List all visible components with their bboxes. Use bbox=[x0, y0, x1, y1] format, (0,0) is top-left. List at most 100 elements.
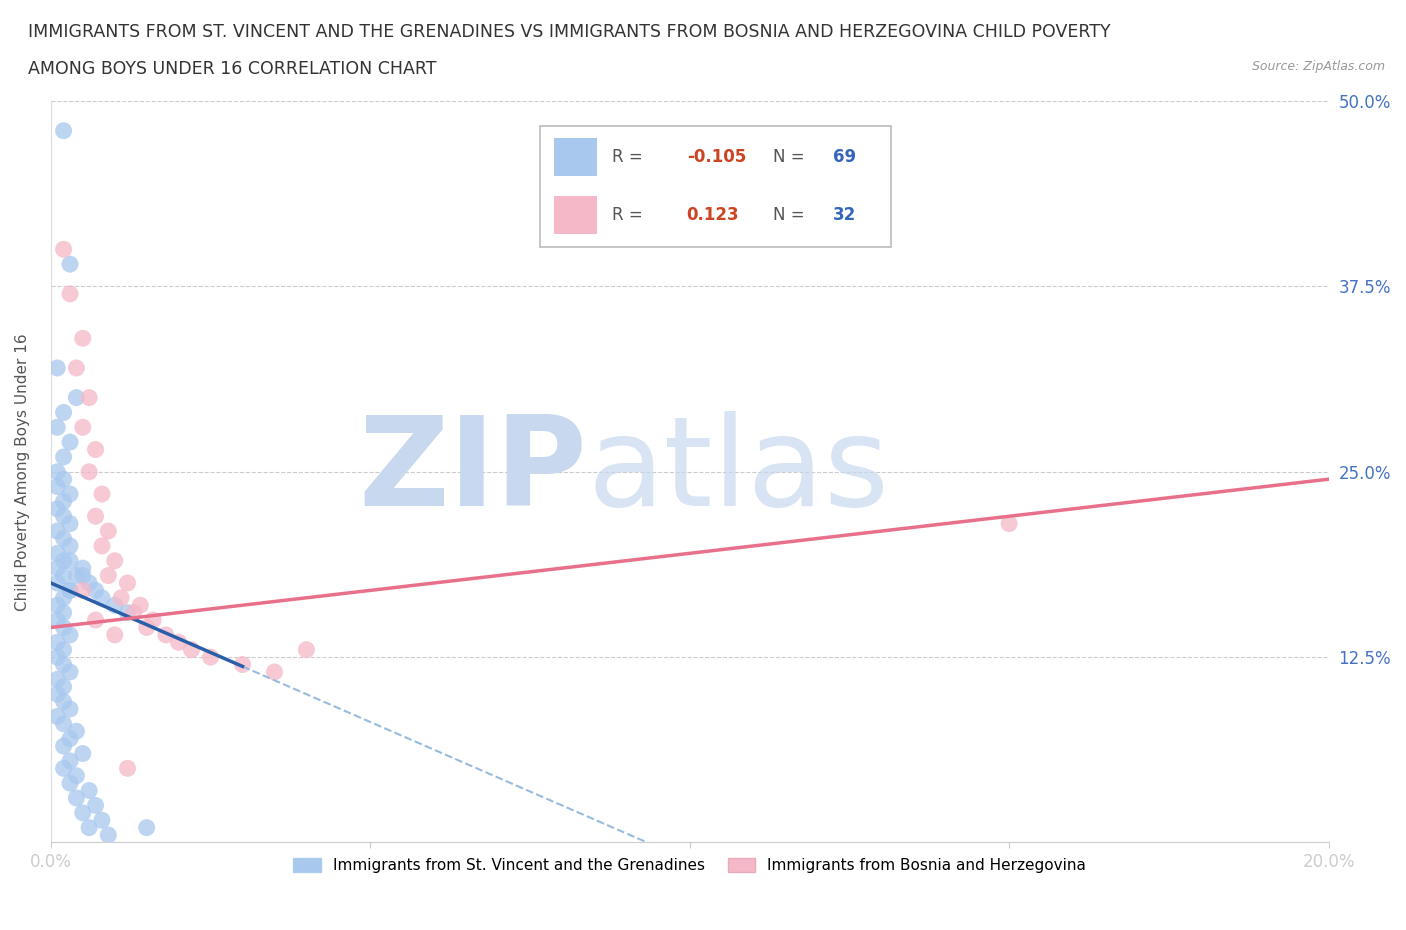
Point bbox=[72, 583, 94, 598]
Point bbox=[104, 553, 127, 568]
Point bbox=[52, 679, 75, 694]
Point bbox=[59, 628, 82, 643]
Point bbox=[97, 828, 120, 843]
Point bbox=[52, 738, 75, 753]
Point bbox=[72, 561, 94, 576]
Point bbox=[84, 442, 107, 457]
Point bbox=[97, 524, 120, 538]
Point bbox=[72, 568, 94, 583]
Point bbox=[52, 643, 75, 658]
Point bbox=[91, 591, 114, 605]
Point bbox=[263, 665, 285, 680]
Point bbox=[72, 746, 94, 761]
Point bbox=[155, 628, 177, 643]
Point bbox=[59, 701, 82, 716]
Point bbox=[52, 716, 75, 731]
Point bbox=[46, 650, 69, 665]
Point bbox=[46, 361, 69, 376]
Text: ZIP: ZIP bbox=[359, 411, 588, 532]
Point bbox=[65, 724, 87, 738]
Point bbox=[77, 464, 100, 479]
Point bbox=[84, 798, 107, 813]
Point bbox=[52, 124, 75, 139]
Point bbox=[104, 628, 127, 643]
Point bbox=[59, 516, 82, 531]
Point bbox=[65, 361, 87, 376]
Legend: Immigrants from St. Vincent and the Grenadines, Immigrants from Bosnia and Herze: Immigrants from St. Vincent and the Gren… bbox=[287, 852, 1092, 880]
Point bbox=[200, 650, 222, 665]
Text: Source: ZipAtlas.com: Source: ZipAtlas.com bbox=[1251, 60, 1385, 73]
Point bbox=[180, 643, 202, 658]
Point bbox=[59, 257, 82, 272]
Point bbox=[52, 509, 75, 524]
Point bbox=[135, 620, 157, 635]
Point bbox=[52, 694, 75, 709]
Point bbox=[52, 658, 75, 672]
Point bbox=[59, 286, 82, 301]
Point bbox=[77, 391, 100, 405]
Point bbox=[998, 516, 1021, 531]
Text: IMMIGRANTS FROM ST. VINCENT AND THE GRENADINES VS IMMIGRANTS FROM BOSNIA AND HER: IMMIGRANTS FROM ST. VINCENT AND THE GREN… bbox=[28, 23, 1111, 41]
Point bbox=[46, 561, 69, 576]
Point bbox=[84, 613, 107, 628]
Point bbox=[142, 613, 165, 628]
Point bbox=[72, 331, 94, 346]
Point bbox=[52, 568, 75, 583]
Point bbox=[91, 538, 114, 553]
Point bbox=[295, 643, 318, 658]
Point bbox=[46, 613, 69, 628]
Point bbox=[122, 605, 145, 620]
Point bbox=[135, 820, 157, 835]
Text: AMONG BOYS UNDER 16 CORRELATION CHART: AMONG BOYS UNDER 16 CORRELATION CHART bbox=[28, 60, 437, 78]
Point bbox=[52, 242, 75, 257]
Point bbox=[129, 598, 152, 613]
Point bbox=[52, 405, 75, 419]
Point bbox=[59, 538, 82, 553]
Point bbox=[52, 591, 75, 605]
Point bbox=[59, 731, 82, 746]
Point bbox=[46, 671, 69, 686]
Point bbox=[77, 783, 100, 798]
Point bbox=[117, 761, 139, 776]
Point bbox=[91, 486, 114, 501]
Point bbox=[117, 605, 139, 620]
Point bbox=[59, 776, 82, 790]
Point bbox=[59, 553, 82, 568]
Point bbox=[46, 686, 69, 701]
Point bbox=[46, 576, 69, 591]
Point bbox=[46, 419, 69, 434]
Point bbox=[59, 434, 82, 449]
Point bbox=[167, 635, 190, 650]
Point bbox=[52, 761, 75, 776]
Point bbox=[46, 635, 69, 650]
Point bbox=[77, 576, 100, 591]
Point bbox=[46, 464, 69, 479]
Point bbox=[110, 591, 132, 605]
Point bbox=[46, 524, 69, 538]
Point bbox=[65, 790, 87, 805]
Y-axis label: Child Poverty Among Boys Under 16: Child Poverty Among Boys Under 16 bbox=[15, 333, 30, 611]
Point bbox=[91, 813, 114, 828]
Text: atlas: atlas bbox=[588, 411, 890, 532]
Point bbox=[97, 568, 120, 583]
Point bbox=[65, 768, 87, 783]
Point bbox=[59, 583, 82, 598]
Point bbox=[52, 553, 75, 568]
Point bbox=[52, 620, 75, 635]
Point bbox=[59, 583, 82, 598]
Point bbox=[52, 449, 75, 464]
Point bbox=[72, 419, 94, 434]
Point bbox=[84, 583, 107, 598]
Point bbox=[231, 658, 253, 672]
Point bbox=[59, 486, 82, 501]
Point bbox=[46, 546, 69, 561]
Point bbox=[117, 576, 139, 591]
Point bbox=[104, 598, 127, 613]
Point bbox=[65, 391, 87, 405]
Point bbox=[52, 494, 75, 509]
Point bbox=[52, 605, 75, 620]
Point bbox=[84, 509, 107, 524]
Point bbox=[59, 753, 82, 768]
Point bbox=[46, 479, 69, 494]
Point bbox=[77, 820, 100, 835]
